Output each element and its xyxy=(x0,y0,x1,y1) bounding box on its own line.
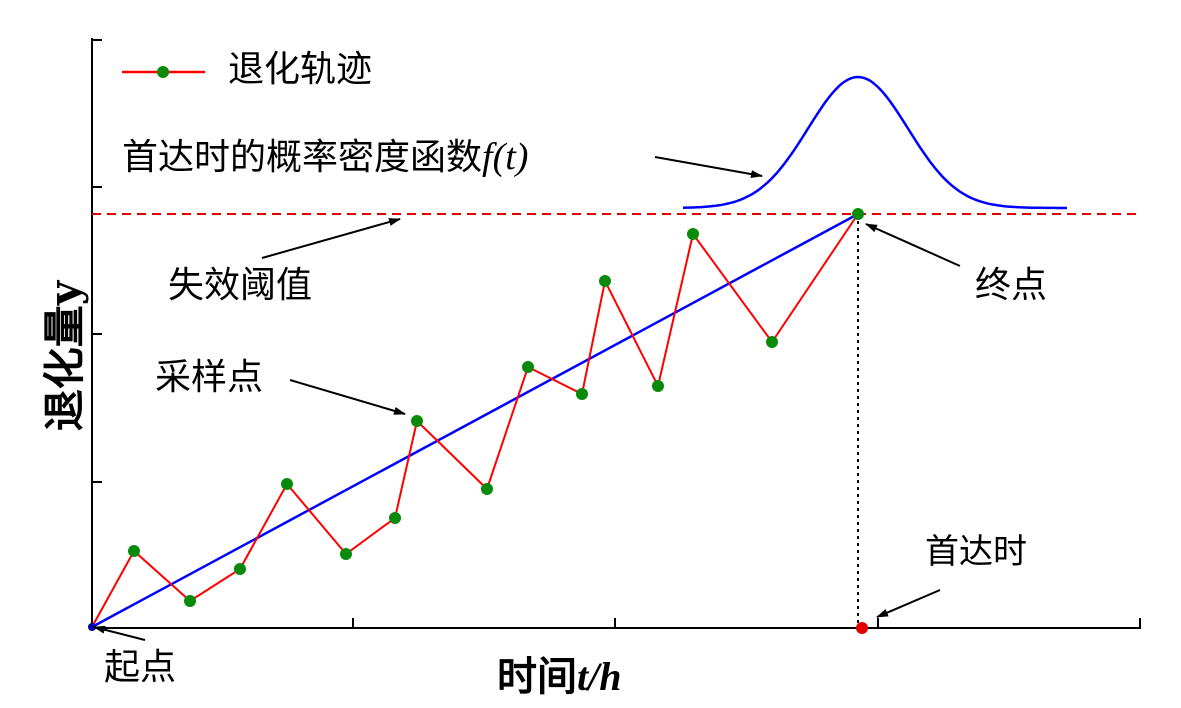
pdf-label: 首达时的概率密度函数f(t) xyxy=(122,138,528,176)
start-point-label: 起点 xyxy=(104,647,177,688)
y-axis-label: 退化量y xyxy=(40,280,89,432)
sample-point xyxy=(389,512,401,524)
sample-point xyxy=(852,208,864,220)
legend-marker xyxy=(122,66,205,78)
sample-point xyxy=(184,595,196,607)
x-axis-label: 时间t/h xyxy=(497,657,621,697)
pdf-curve xyxy=(682,75,1067,210)
sample-point xyxy=(522,361,534,373)
start-point-arrow xyxy=(93,625,146,641)
pdf-symbol: f(t) xyxy=(482,136,529,178)
sample-points-label: 采样点 xyxy=(155,357,264,398)
sample-point xyxy=(599,275,611,287)
pdf-label-text: 首达时的概率密度函数 xyxy=(122,137,483,178)
sample-point xyxy=(766,336,778,348)
sample-point xyxy=(234,563,246,575)
sample-point xyxy=(128,545,140,557)
sample-point xyxy=(281,478,293,490)
legend-label: 退化轨迹 xyxy=(228,49,373,90)
sample-point xyxy=(576,388,588,400)
pdf-arrow xyxy=(654,156,763,179)
sample-point xyxy=(340,548,352,560)
first-passage-label: 首达时 xyxy=(925,532,1027,572)
sample-point xyxy=(411,415,423,427)
threshold-arrow xyxy=(261,218,401,259)
annotation-arrows xyxy=(93,156,961,641)
x-axis-label-var: t/h xyxy=(577,654,622,699)
sample-point xyxy=(481,483,493,495)
first-passage-arrow xyxy=(876,589,941,618)
degradation-trajectory xyxy=(91,213,859,628)
sample-point xyxy=(687,228,699,240)
trend-line xyxy=(91,212,859,629)
axes xyxy=(91,38,1141,629)
sample-point-arrow xyxy=(289,379,406,415)
first-passage-marker xyxy=(856,622,868,634)
x-axis-label-text: 时间 xyxy=(497,653,577,700)
end-point-label: 终点 xyxy=(975,265,1048,306)
sample-point xyxy=(652,380,664,392)
sample-points xyxy=(88,208,864,631)
threshold-label: 失效阈值 xyxy=(168,265,313,306)
end-point-arrow xyxy=(865,223,961,267)
